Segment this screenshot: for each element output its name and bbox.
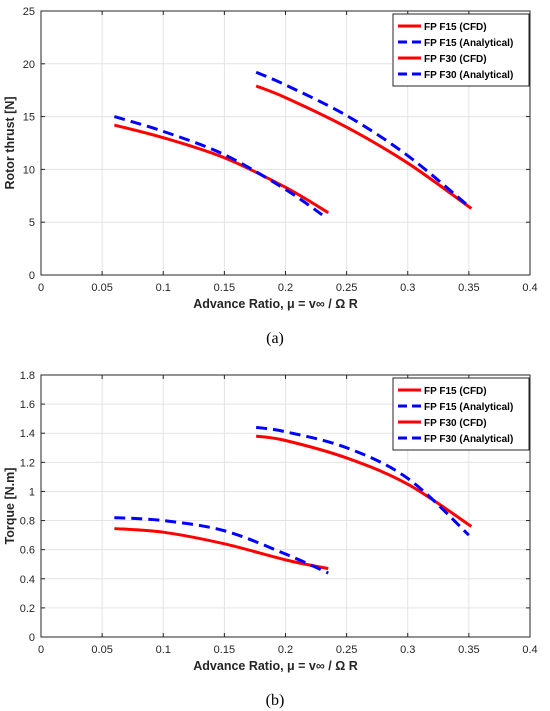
x-tick-label: 0.05 [91,644,112,656]
x-tick-label: 0.35 [458,644,479,656]
y-axis-label: Torque [N.m] [3,468,17,545]
series-line-3 [255,70,470,208]
legend-label-1: FP F15 (Analytical) [424,402,513,413]
x-tick-label: 0.3 [400,644,415,656]
legend-label-3: FP F30 (Analytical) [424,70,513,81]
x-axis-label: Advance Ratio, μ = v∞ / Ω R [193,297,357,311]
x-tick-label: 0.25 [336,644,357,656]
y-tick-label: 25 [23,6,35,18]
series-line-2 [255,84,473,210]
x-tick-label: 0.4 [522,282,537,294]
x-axis-label: Advance Ratio, μ = v∞ / Ω R [193,659,357,673]
y-axis-label: Rotor thrust [N] [3,96,17,189]
y-tick-label: 1.2 [20,457,35,469]
panel-caption: (a) [266,330,284,347]
x-tick-label: 0.15 [214,644,235,656]
y-tick-label: 0.6 [20,545,35,557]
legend-label-0: FP F15 (CFD) [424,386,487,397]
x-tick-label: 0 [38,282,44,294]
y-tick-label: 0 [29,270,35,282]
x-tick-label: 0.4 [522,644,537,656]
series-line-0 [113,123,330,214]
legend-label-2: FP F30 (CFD) [424,418,487,429]
legend-label-3: FP F30 (Analytical) [424,434,513,445]
series-line-1 [114,516,329,575]
y-tick-label: 1.4 [20,428,35,440]
y-tick-label: 1 [29,486,35,498]
series-line-0 [114,527,329,571]
axes-box [40,10,531,276]
torque-chart: 0 0.05 0.1 0.15 0.2 0.25 0.3 0.35 0.4 0 0.2 0.4 0.6 0… [3,370,538,709]
y-tick-label: 20 [23,59,35,71]
x-tick-label: 0 [38,644,44,656]
x-tick-label: 0.15 [214,282,235,294]
x-tick-label: 0.1 [156,644,171,656]
y-tick-label: 5 [29,217,35,229]
x-tick-label: 0.35 [458,282,479,294]
axes-box [40,374,531,638]
x-tick-label: 0.05 [91,282,112,294]
y-tick-label: 1.6 [20,399,35,411]
x-tick-label: 0.25 [336,282,357,294]
y-tick-label: 0 [29,632,35,644]
panel-caption: (b) [266,692,285,709]
series-line-1 [113,115,324,217]
x-tick-label: 0.3 [400,282,415,294]
y-tick-label: 0.4 [20,574,35,586]
thrust-chart: 0 0.05 0.1 0.15 0.2 0.25 0.3 0.35 0.4 0 5 10 15 20 25 F… [3,6,538,347]
legend-label-2: FP F30 (CFD) [424,54,487,65]
series-line-3 [255,425,470,537]
legend-label-1: FP F15 (Analytical) [424,38,513,49]
x-tick-label: 0.2 [278,282,293,294]
y-tick-label: 10 [23,164,35,176]
legend-label-0: FP F15 (CFD) [424,22,487,33]
x-tick-label: 0.1 [156,282,171,294]
x-tick-label: 0.2 [278,644,293,656]
y-tick-label: 0.2 [20,603,35,615]
y-tick-label: 1.8 [20,370,35,382]
y-tick-label: 15 [23,112,35,124]
y-tick-label: 0.8 [20,516,35,528]
